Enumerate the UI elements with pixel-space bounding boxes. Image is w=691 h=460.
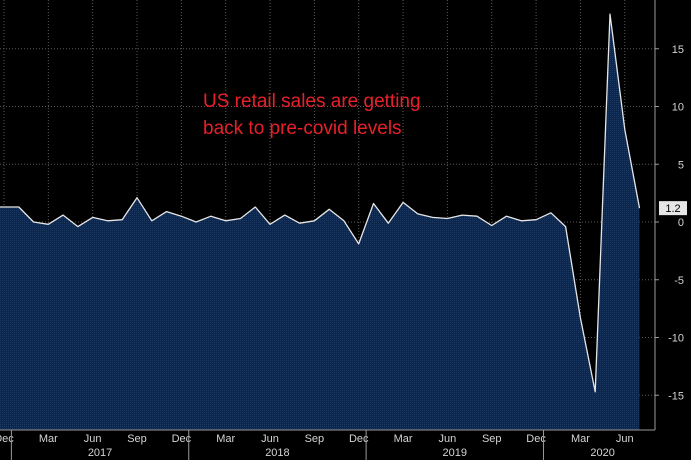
annotation-line-1: US retail sales are getting (203, 91, 421, 112)
x-tick-label: Dec (172, 433, 192, 445)
y-tick-label: 10 (672, 102, 684, 114)
x-tick-label: Jun (84, 433, 102, 445)
x-tick-label: Dec (0, 433, 14, 445)
x-tick-label: Sep (305, 433, 325, 445)
y-tick-label: 0 (678, 217, 684, 229)
series-area (0, 14, 640, 430)
y-tick-label: -10 (668, 333, 684, 345)
x-tick-label: Jun (616, 433, 634, 445)
x-tick-label: Sep (482, 433, 502, 445)
y-tick-label: -15 (668, 390, 684, 402)
x-tick-label: Mar (39, 433, 58, 445)
x-year-label: 2019 (443, 447, 467, 459)
y-tick-label: -5 (674, 275, 684, 287)
x-tick-label: Jun (439, 433, 457, 445)
x-tick-label: Jun (261, 433, 279, 445)
x-tick-label: Mar (394, 433, 413, 445)
y-tick-label: 15 (672, 44, 684, 56)
x-tick-label: Mar (571, 433, 590, 445)
annotation-line-2: back to pre-covid levels (203, 118, 402, 139)
x-year-label: 2017 (88, 447, 112, 459)
x-tick-label: Dec (349, 433, 369, 445)
x-tick-label: Sep (127, 433, 147, 445)
series-line (0, 13, 641, 393)
x-tick-label: Dec (526, 433, 546, 445)
x-tick-label: Mar (216, 433, 235, 445)
y-tick-label: 5 (678, 159, 684, 171)
last-value-label: 1.2 (665, 203, 680, 215)
last-value-badge (659, 201, 687, 216)
area-layer (0, 13, 641, 430)
x-year-label: 2018 (265, 447, 289, 459)
chart-annotation: US retail sales are getting back to pre-… (203, 88, 421, 142)
x-year-label: 2020 (590, 447, 614, 459)
